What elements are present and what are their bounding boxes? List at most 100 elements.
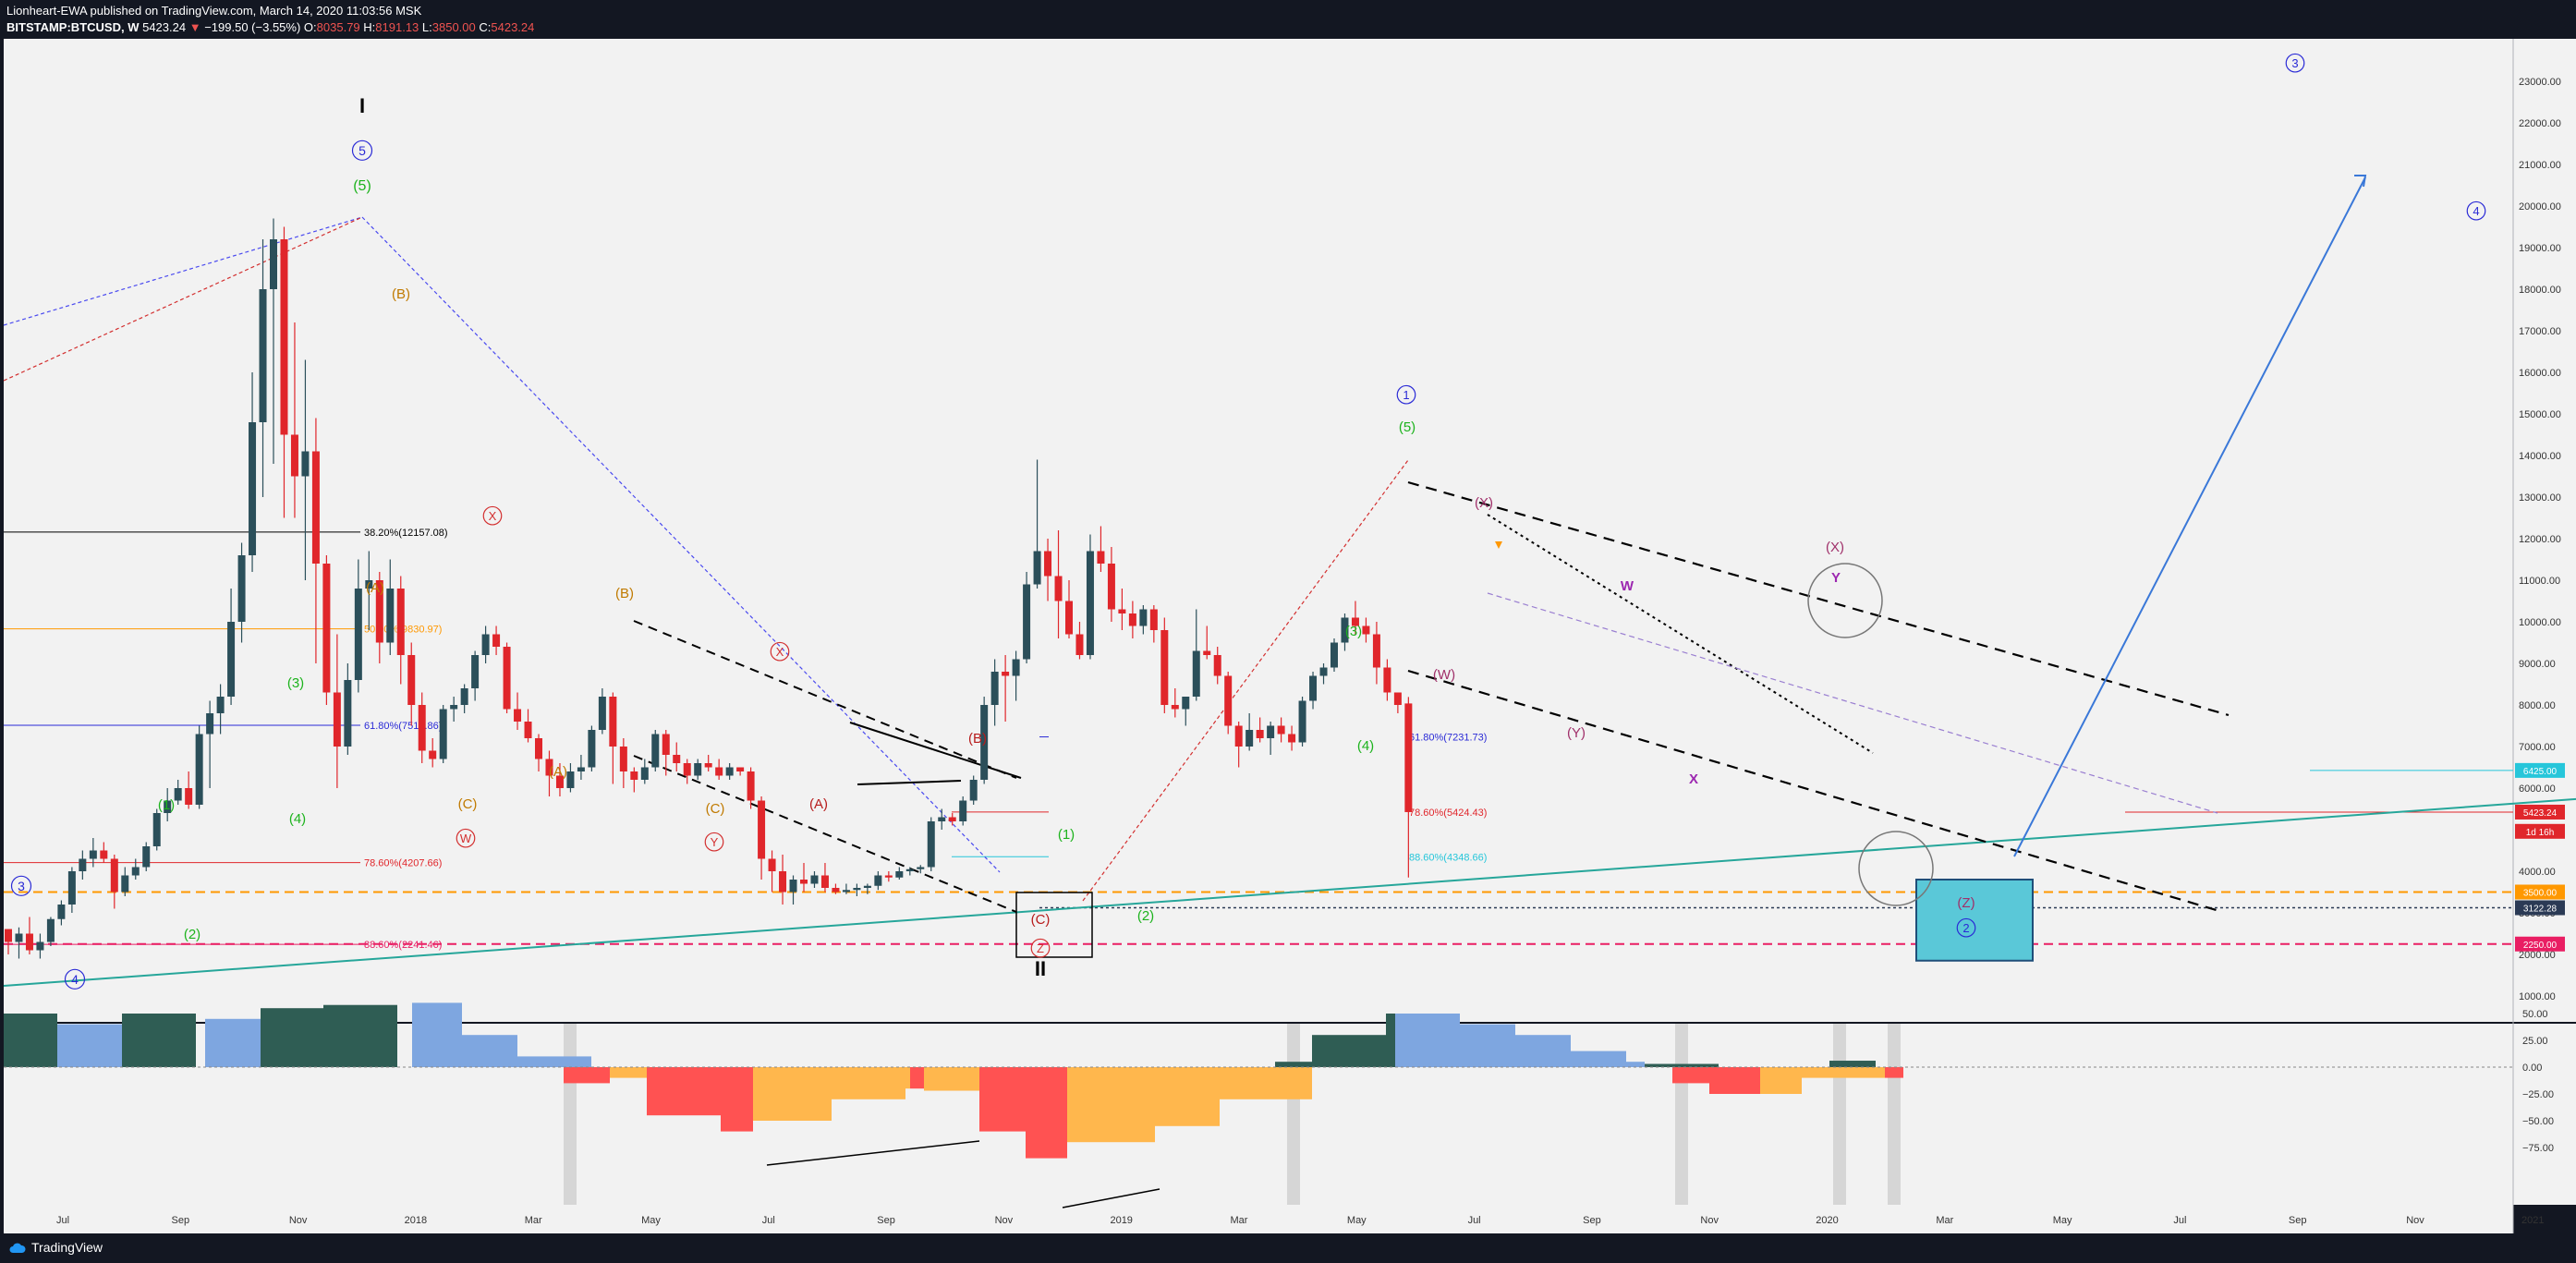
bottom-box xyxy=(1015,892,1093,958)
osc-bar-positive xyxy=(4,1014,57,1067)
candle-body xyxy=(1319,667,1328,676)
close-value: 5423.24 xyxy=(491,20,535,34)
time-tick-label: 2020 xyxy=(1816,1215,1838,1226)
fib-label: 88.60%(2241.46) xyxy=(364,940,442,951)
price-chart[interactable]: 23000.0022000.0021000.0020000.0019000.00… xyxy=(0,39,2576,1233)
candle-body xyxy=(1383,667,1391,693)
wave-circle-icon xyxy=(704,832,724,852)
wave-label: (A) xyxy=(366,580,384,596)
chart-area[interactable]: 23000.00 22000.00 21000.00 20000.00 19000.00… xyxy=(0,39,2576,1233)
candle-body xyxy=(1277,725,1285,735)
candle-body xyxy=(492,634,501,647)
tradingview-logo[interactable]: TradingView xyxy=(9,1240,103,1255)
price-tick-label: 6000.00 xyxy=(2519,783,2556,795)
price-tick-label: 1000.00 xyxy=(2519,991,2556,1002)
candle-body xyxy=(164,800,172,813)
time-tick-label: Sep xyxy=(1583,1215,1601,1226)
osc-tick-label: −50.00 xyxy=(2522,1116,2554,1127)
candle-body xyxy=(5,929,12,942)
candle-body xyxy=(555,775,564,788)
candle-body xyxy=(79,858,87,871)
wave-label: (X) xyxy=(1475,495,1493,511)
candle-body xyxy=(736,767,745,771)
osc-tick-label: 50.00 xyxy=(2522,1009,2548,1020)
price-badge-label: 1d 16h xyxy=(2526,828,2555,838)
wave-circle-icon xyxy=(482,505,503,526)
trend-line xyxy=(766,1140,980,1166)
wave-label: 4 xyxy=(2473,204,2479,218)
wave-label: II xyxy=(1035,957,1046,980)
tradingview-cloud-icon xyxy=(9,1243,26,1253)
candle-body xyxy=(1065,601,1073,635)
candle-body xyxy=(598,697,606,730)
wave-label: (1) xyxy=(1058,827,1075,843)
osc-bar-negative xyxy=(1220,1067,1312,1099)
candle-body xyxy=(959,800,967,821)
osc-bar-positive xyxy=(57,1024,122,1067)
osc-highlight-band xyxy=(1675,1024,1688,1205)
high-label: H: xyxy=(363,20,376,34)
osc-bar-negative xyxy=(1672,1067,1709,1084)
time-tick-label: Sep xyxy=(172,1215,190,1226)
wave-label: (Z) xyxy=(1957,895,1975,911)
candle-body xyxy=(365,580,373,589)
candle-body xyxy=(237,555,246,622)
price-badge-label: 2250.00 xyxy=(2523,941,2558,951)
price-tick-label: 16000.00 xyxy=(2519,368,2561,379)
trend-line xyxy=(2013,176,2366,857)
open-label: O: xyxy=(303,20,317,34)
wave-circle-icon xyxy=(10,875,32,896)
candle-body xyxy=(566,771,575,788)
price-badge xyxy=(2515,900,2565,916)
trend-line xyxy=(1082,459,1409,902)
candle-body xyxy=(990,672,999,705)
wave-label: 5 xyxy=(358,143,366,158)
candle-body xyxy=(758,800,766,859)
trend-lines xyxy=(3,176,2576,1208)
wave-label: (X) xyxy=(1826,540,1844,555)
trend-line xyxy=(1487,514,1874,754)
footer: TradingView xyxy=(0,1233,2576,1263)
trend-line xyxy=(857,780,962,785)
symbol[interactable]: BITSTAMP:BTCUSD, W xyxy=(6,20,140,34)
wave-label: 1 xyxy=(1403,388,1409,402)
time-tick-label: 2018 xyxy=(405,1215,427,1226)
candle-body xyxy=(460,688,468,705)
candle-body xyxy=(832,888,840,893)
candle-body xyxy=(810,875,819,884)
wave-label: X xyxy=(1689,771,1698,787)
price-badge-label: 5423.24 xyxy=(2523,808,2558,819)
candle-body xyxy=(768,858,776,871)
osc-bar-positive xyxy=(323,1004,397,1067)
time-tick-label: Nov xyxy=(995,1215,1014,1226)
candle-body xyxy=(1362,625,1370,635)
candle-body xyxy=(545,759,553,776)
candle-body xyxy=(1203,650,1211,655)
wave-label: Y xyxy=(711,835,719,849)
candle-body xyxy=(640,767,649,780)
osc-bar-negative xyxy=(610,1067,647,1078)
candle-body xyxy=(1245,730,1254,747)
price-tick-label: 17000.00 xyxy=(2519,326,2561,337)
candle-body xyxy=(969,780,978,801)
time-tick-label: Nov xyxy=(289,1215,308,1226)
candle-body xyxy=(820,875,829,888)
candle-body xyxy=(439,709,447,759)
price-tick-label: 21000.00 xyxy=(2519,160,2561,171)
price-tick-label: 12000.00 xyxy=(2519,534,2561,545)
candle-body xyxy=(36,941,44,951)
candle-body xyxy=(1171,705,1179,710)
trend-line xyxy=(633,620,1017,779)
candle-body xyxy=(131,867,140,876)
candle-body xyxy=(1128,613,1136,626)
trend-line xyxy=(3,797,2576,987)
candle-body xyxy=(1331,642,1338,668)
price-badge-label: 3500.00 xyxy=(2523,889,2558,899)
price-badge-label: 3122.28 xyxy=(2523,904,2558,914)
candle-body xyxy=(1224,675,1233,726)
candle-body xyxy=(715,767,723,776)
candle-body xyxy=(15,933,23,942)
wave-label: (Y) xyxy=(1567,725,1586,741)
time-tick-label: 2019 xyxy=(1110,1215,1132,1226)
time-tick-label: Mar xyxy=(525,1215,542,1226)
